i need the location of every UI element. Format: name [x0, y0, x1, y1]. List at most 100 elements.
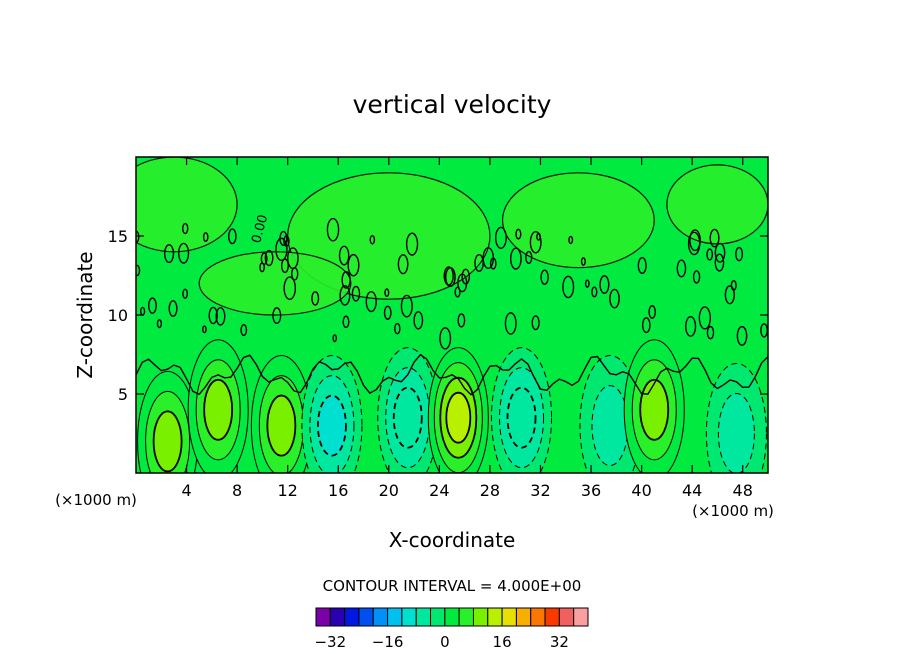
- colorbar-swatch: [372, 607, 389, 627]
- colorbar: −32 −16 0 16 32: [314, 607, 589, 651]
- contour-interval-text: CONTOUR INTERVAL = 4.000E+00: [323, 577, 582, 595]
- contour-level: [203, 378, 234, 441]
- contour-field: 0.00: [136, 157, 768, 473]
- contour-noise: [136, 264, 141, 277]
- contour-noise: [326, 217, 340, 242]
- contour-noise: [443, 266, 454, 286]
- contour-noise: [342, 315, 350, 329]
- contour-noise: [228, 228, 237, 245]
- contour-patch: [136, 157, 238, 253]
- contour-noise: [735, 246, 744, 262]
- contour-noise: [461, 268, 471, 285]
- x-tick-label: 24: [429, 481, 449, 500]
- contour-noise: [338, 245, 350, 266]
- x-tick-label: 4: [181, 481, 191, 500]
- colorbar-tick-label: −16: [372, 633, 404, 651]
- contour-noise: [400, 294, 413, 318]
- x-tick-label: 12: [278, 481, 298, 500]
- contour-noise: [240, 323, 248, 337]
- contour-noise: [591, 286, 598, 298]
- contour-noise: [457, 313, 466, 328]
- contour-noise: [365, 291, 377, 313]
- contour-level: [317, 394, 347, 457]
- contour-noise: [580, 257, 586, 266]
- downdraft-cell: [491, 347, 553, 473]
- contour-noise: [454, 286, 461, 298]
- contour-noise: [698, 306, 712, 330]
- contour-noise: [202, 232, 209, 243]
- colorbar-swatch: [515, 607, 532, 627]
- x-tick-label: 16: [328, 481, 348, 500]
- contour-noise: [413, 311, 424, 330]
- downdraft-cell: [705, 362, 767, 473]
- x-axis-label: X-coordinate: [389, 528, 516, 552]
- colorbar-swatch: [487, 607, 503, 627]
- contour-noise: [648, 305, 656, 319]
- colorbar-swatch: [558, 607, 575, 627]
- y-tick-label: 10: [108, 306, 128, 325]
- contour-noise: [714, 242, 726, 263]
- colorbar-swatch: [501, 607, 517, 627]
- contour-noise: [637, 257, 647, 274]
- contour-noise: [394, 322, 401, 335]
- x-tick-label: 28: [480, 481, 500, 500]
- contour-noise: [687, 231, 701, 256]
- contour-level: [392, 386, 423, 449]
- contour-noise: [280, 258, 289, 274]
- contour-noise: [439, 327, 452, 350]
- contour-noise: [509, 247, 522, 270]
- contour-noise: [495, 226, 507, 249]
- contour-noise: [341, 271, 351, 289]
- contour-noise: [706, 325, 715, 340]
- contour-noise: [724, 285, 735, 305]
- x-tick-label: 20: [379, 481, 399, 500]
- colorbar-swatch: [573, 607, 589, 627]
- colorbar-swatch: [458, 607, 474, 627]
- colorbar-swatch: [415, 607, 432, 627]
- x-axis: 4 8 12 16 20 24 28 32 36 40 44 48: [181, 157, 753, 500]
- contour-level: [591, 385, 629, 467]
- contour-noise: [641, 317, 651, 334]
- colorbar-swatch: [387, 607, 403, 627]
- contour-noise: [351, 285, 361, 302]
- colorbar-swatch: [344, 607, 360, 627]
- contour-level: [717, 392, 755, 473]
- colorbar-swatch: [444, 607, 460, 627]
- x-axis-unit-left: (×1000 m): [55, 491, 137, 509]
- contour-noise: [272, 307, 282, 325]
- contour-patch: [198, 251, 352, 316]
- contour-noise: [147, 297, 157, 314]
- x-tick-label: 8: [232, 481, 242, 500]
- contour-noise: [202, 325, 207, 334]
- colorbar-tick-label: −32: [314, 633, 346, 651]
- contour-level: [152, 410, 183, 473]
- contour-noise: [685, 315, 697, 337]
- colorbar-swatch: [401, 607, 417, 627]
- contour-noise: [525, 250, 533, 265]
- downdraft-cell: [301, 355, 363, 473]
- updraft-cell: [623, 339, 685, 473]
- y-axis-label: Z-coordinate: [73, 251, 97, 378]
- x-tick-label: 32: [530, 481, 550, 500]
- colorbar-tick-label: 32: [550, 633, 569, 651]
- colorbar-swatch: [530, 607, 546, 627]
- contour-noise: [182, 288, 189, 299]
- colorbar-swatch: [430, 607, 446, 627]
- contour-noise: [504, 312, 517, 335]
- contour-noise: [692, 270, 701, 284]
- contour-noise: [347, 253, 360, 277]
- contour-noise: [568, 235, 574, 245]
- contour-noise: [714, 253, 725, 272]
- contour-noise: [369, 234, 376, 245]
- contour-noise: [515, 228, 522, 240]
- x-tick-label: 36: [581, 481, 601, 500]
- contour-noise: [168, 300, 178, 317]
- contour-level: [445, 391, 472, 444]
- x-tick-label: 40: [631, 481, 651, 500]
- contour-noise: [178, 242, 190, 264]
- contour-noise: [215, 307, 226, 326]
- contour-noise: [283, 276, 297, 301]
- chart-title: vertical velocity: [353, 90, 552, 119]
- contour-noise: [405, 232, 419, 256]
